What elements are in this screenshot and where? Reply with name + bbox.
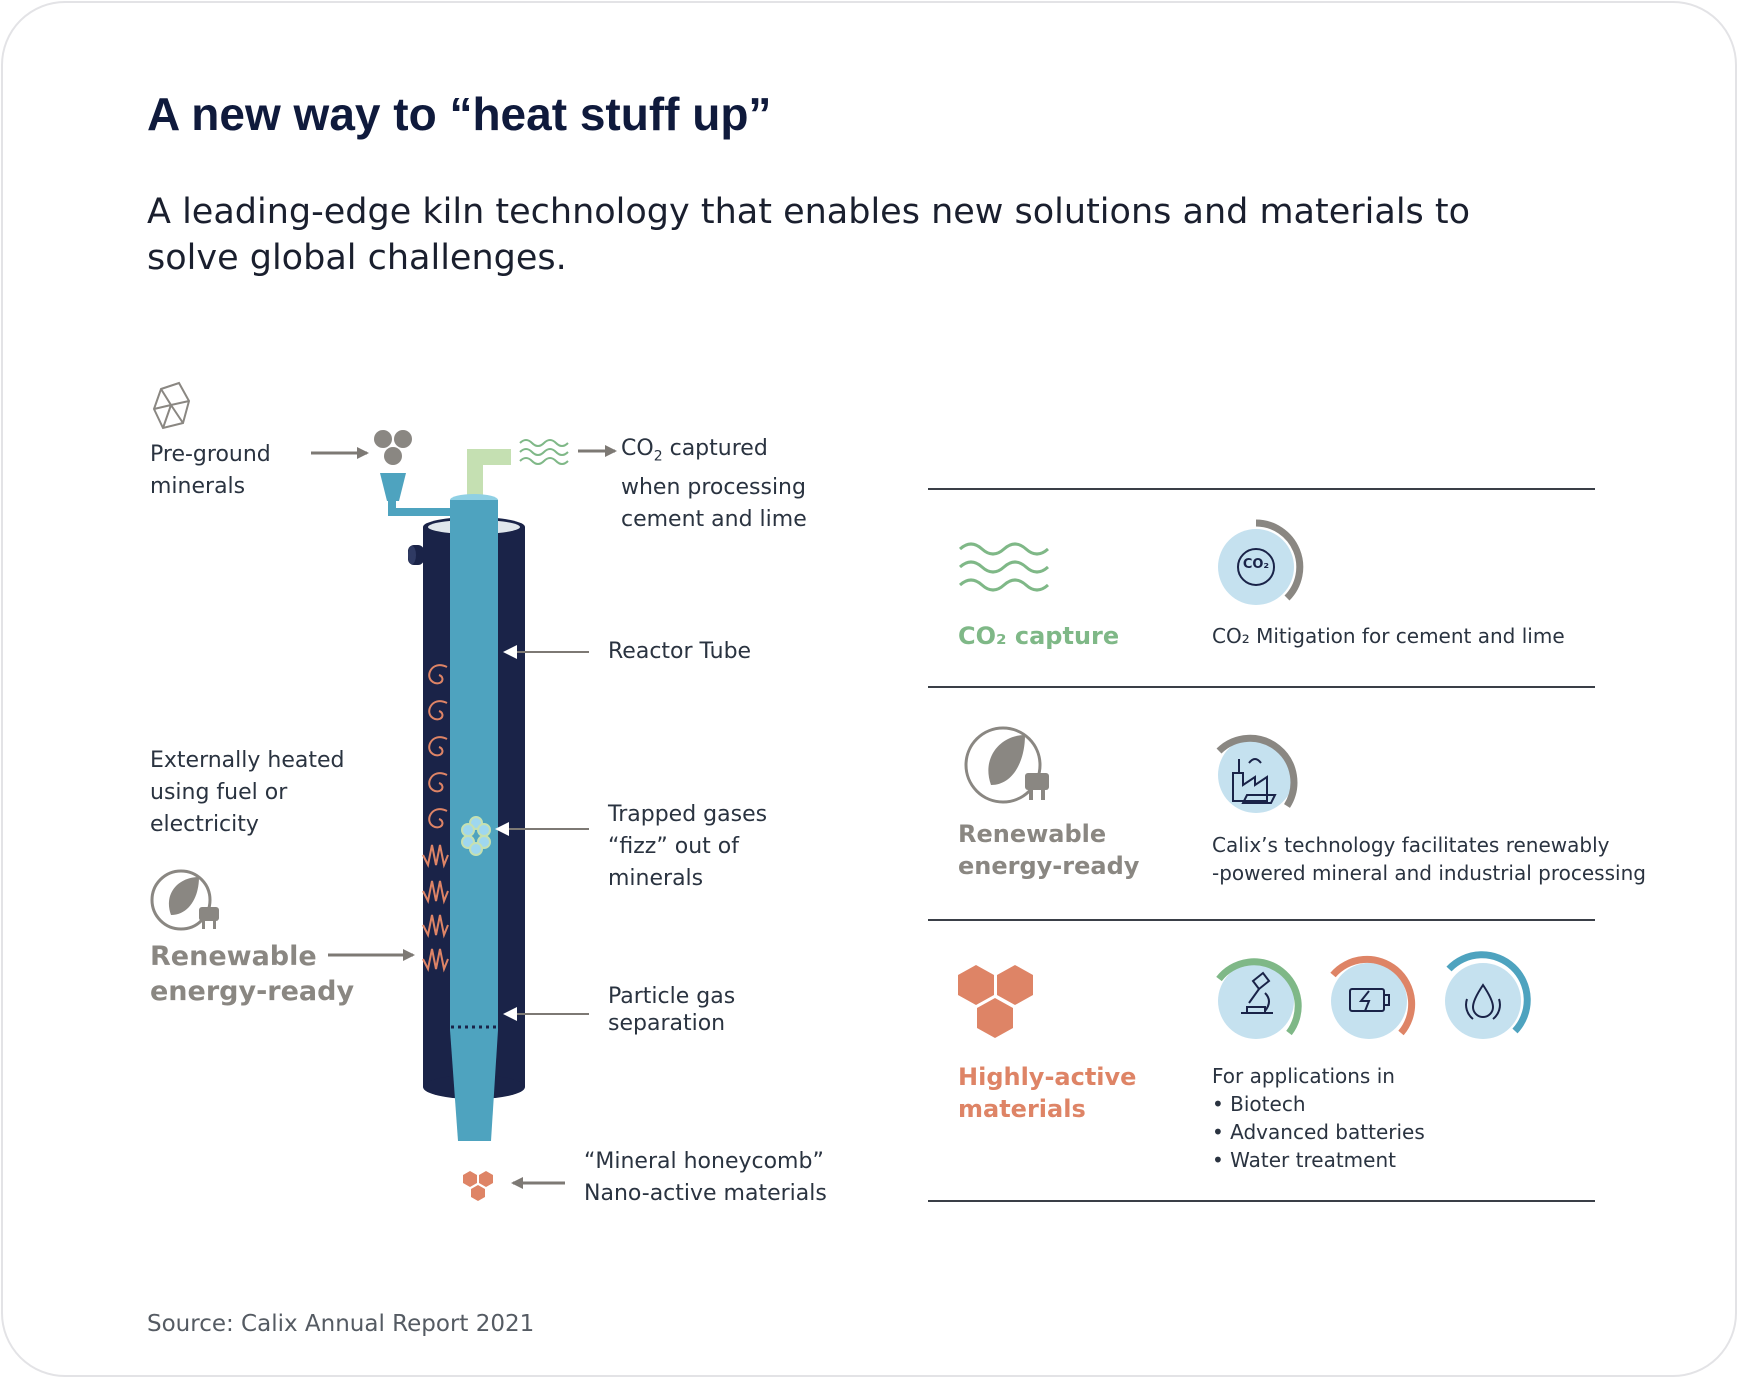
pre-ground-label: Pre-ground minerals xyxy=(150,439,271,503)
renewable-right-line-2: energy-ready xyxy=(958,852,1140,880)
pre-ground-line-1: Pre-ground xyxy=(150,442,271,467)
divider-2 xyxy=(928,686,1595,688)
renewable-right-desc: Calix’s technology facilitates renewably… xyxy=(1212,831,1646,887)
renewable-left-line-1: Renewable xyxy=(150,941,317,972)
particle-gas-line-1: Particle gas xyxy=(608,984,736,1009)
particle-gas-label: Particle gas separation xyxy=(608,983,735,1037)
co2-captured-word: captured xyxy=(669,436,768,461)
renewable-leaf-icon-right xyxy=(964,726,1049,804)
reactor-tube-label: Reactor Tube xyxy=(608,639,752,664)
honeycomb-line-1: “Mineral honeycomb” xyxy=(584,1149,824,1174)
co2-mitigation-badge xyxy=(1218,519,1304,605)
co2-subscript: 2 xyxy=(653,448,663,465)
honeycomb-label: “Mineral honeycomb” Nano-active material… xyxy=(584,1146,827,1210)
applications-list: Biotech Advanced batteries Water treatme… xyxy=(1212,1090,1425,1174)
externally-heated-label: Externally heated using fuel or electric… xyxy=(150,745,345,841)
applications-intro: For applications in xyxy=(1212,1064,1395,1088)
electric-coil-icons xyxy=(422,844,449,973)
materials-line-1: Highly-active xyxy=(958,1063,1137,1091)
rock-icon xyxy=(152,381,191,430)
externally-heated-line-3: electricity xyxy=(150,812,259,837)
co2-mitigation-text: CO₂ Mitigation for cement and lime xyxy=(1212,624,1565,648)
page-title: A new way to “heat stuff up” xyxy=(147,88,772,140)
list-item: Advanced batteries xyxy=(1212,1118,1425,1146)
co2-captured-line-2: when processing xyxy=(621,475,806,501)
co2-captured-line-3: cement and lime xyxy=(621,507,807,533)
battery-badge xyxy=(1330,955,1416,1039)
reactor-tube xyxy=(450,494,498,1141)
mineral-pellets-icon xyxy=(374,430,412,465)
trapped-gases-line-2: “fizz” out of xyxy=(608,834,739,859)
heat-swirl-icons xyxy=(428,664,448,829)
renewable-right-heading: Renewable energy-ready xyxy=(958,818,1139,882)
page-subtitle: A leading-edge kiln technology that enab… xyxy=(147,192,1471,278)
renewable-desc-line-2: -powered mineral and industrial processi… xyxy=(1212,861,1646,885)
co2-capture-waves-icon xyxy=(958,542,1050,592)
exhaust-pipe xyxy=(467,449,511,501)
list-item: Water treatment xyxy=(1212,1146,1425,1174)
renewable-desc-line-1: Calix’s technology facilitates renewably xyxy=(1212,833,1610,857)
trapped-gases-line-3: minerals xyxy=(608,866,704,891)
highly-active-honeycomb-icon xyxy=(958,965,1033,1038)
kiln-diagram xyxy=(150,381,1531,1201)
honeycomb-line-2: Nano-active materials xyxy=(584,1181,827,1206)
co2-capture-heading: CO₂ capture xyxy=(958,622,1120,650)
materials-heading: Highly-active materials xyxy=(958,1061,1136,1125)
renewable-leaf-icon xyxy=(150,869,219,931)
co2-captured-line-1: CO2 captured xyxy=(621,433,807,472)
list-item: Biotech xyxy=(1212,1090,1425,1118)
renewable-left-line-2: energy-ready xyxy=(150,976,355,1007)
honeycomb-small-icon xyxy=(463,1171,493,1201)
water-treatment-badge xyxy=(1445,951,1531,1039)
renewable-left-label: Renewable energy-ready xyxy=(150,939,354,1009)
trapped-gases-line-1: Trapped gases xyxy=(608,802,768,827)
externally-heated-line-1: Externally heated xyxy=(150,748,345,773)
trapped-gases-label: Trapped gases “fizz” out of minerals xyxy=(608,799,767,895)
particle-gas-line-2: separation xyxy=(608,1011,726,1036)
biotech-microscope-badge xyxy=(1216,958,1302,1039)
divider-1 xyxy=(928,488,1595,490)
renewable-right-line-1: Renewable xyxy=(958,820,1107,848)
feed-hopper xyxy=(380,473,454,516)
co2-waves-icon xyxy=(519,439,569,465)
co2-prefix: CO xyxy=(621,436,654,461)
industrial-renewable-badge xyxy=(1216,734,1298,813)
externally-heated-line-2: using fuel or xyxy=(150,780,288,805)
co2-captured-label: CO2 captured when processing cement and … xyxy=(621,433,807,536)
pre-ground-line-2: minerals xyxy=(150,474,246,499)
source-note: Source: Calix Annual Report 2021 xyxy=(147,1311,535,1337)
co2-badge-text: CO₂ xyxy=(1242,557,1270,572)
materials-line-2: materials xyxy=(958,1095,1086,1123)
divider-4 xyxy=(928,1200,1595,1202)
gas-bubble-icon xyxy=(461,816,491,856)
divider-3 xyxy=(928,919,1595,921)
